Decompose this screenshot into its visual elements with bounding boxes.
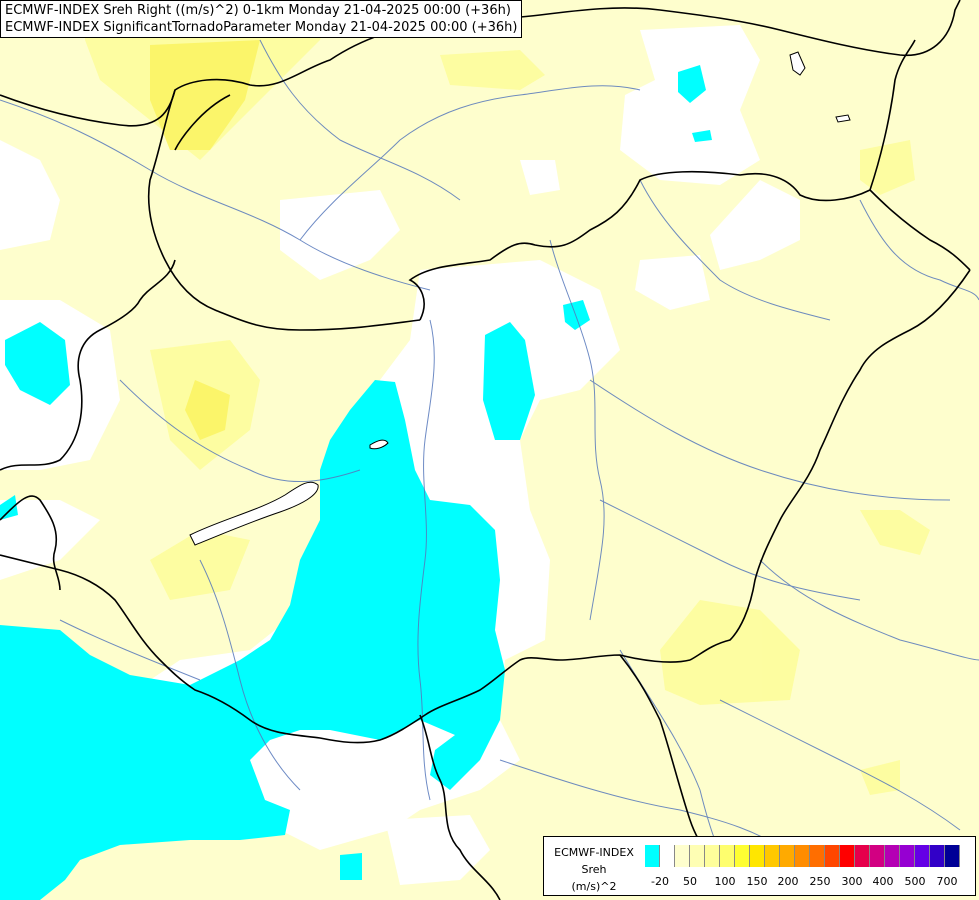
legend-source-label: ECMWF-INDEX [554,846,634,859]
sreh-cyan-areas [0,65,712,900]
legend-swatch [810,845,825,867]
legend-tick-label: 300 [841,875,863,888]
legend-tick-label: -20 [651,875,669,888]
sreh-yellow-core [150,40,260,440]
legend-tick-label: 200 [777,875,799,888]
title-line-2: ECMWF-INDEX SignificantTornadoParameter … [5,20,518,35]
legend-swatch [675,845,690,867]
color-legend: ECMWF-INDEX Sreh (m/s)^2 -20 50 100 150 200 2… [543,836,976,896]
legend-unit-label: (m/s)^2 [571,880,617,893]
map-title-box: ECMWF-INDEX Sreh Right ((m/s)^2) 0-1km M… [0,0,523,38]
legend-tick-label: 100 [714,875,736,888]
legend-tick-label: 250 [809,875,831,888]
legend-variable-label: Sreh [581,863,607,876]
lakes [189,51,851,546]
legend-swatch [870,845,885,867]
title-line-1: ECMWF-INDEX Sreh Right ((m/s)^2) 0-1km M… [5,3,511,18]
legend-swatch [690,845,705,867]
legend-swatch [765,845,780,867]
legend-swatch [750,845,765,867]
legend-swatch [945,845,960,867]
legend-swatch [645,845,660,867]
legend-swatch [705,845,720,867]
legend-swatch [660,845,675,867]
legend-swatch [885,845,900,867]
legend-swatch [915,845,930,867]
legend-swatch [720,845,735,867]
legend-tick-label: 150 [746,875,768,888]
legend-swatch [840,845,855,867]
legend-swatch [780,845,795,867]
legend-swatch [855,845,870,867]
legend-tick-label: 500 [904,875,926,888]
legend-swatch [900,845,915,867]
legend-tick-label: 400 [872,875,894,888]
legend-swatches [645,845,960,867]
legend-swatch [825,845,840,867]
legend-ticks: -20 50 100 150 200 250 300 400 500 700 [645,875,975,889]
legend-swatch [930,845,945,867]
legend-tick-label: 50 [683,875,697,888]
legend-swatch [795,845,810,867]
legend-swatch [735,845,750,867]
legend-tick-label: 700 [936,875,958,888]
